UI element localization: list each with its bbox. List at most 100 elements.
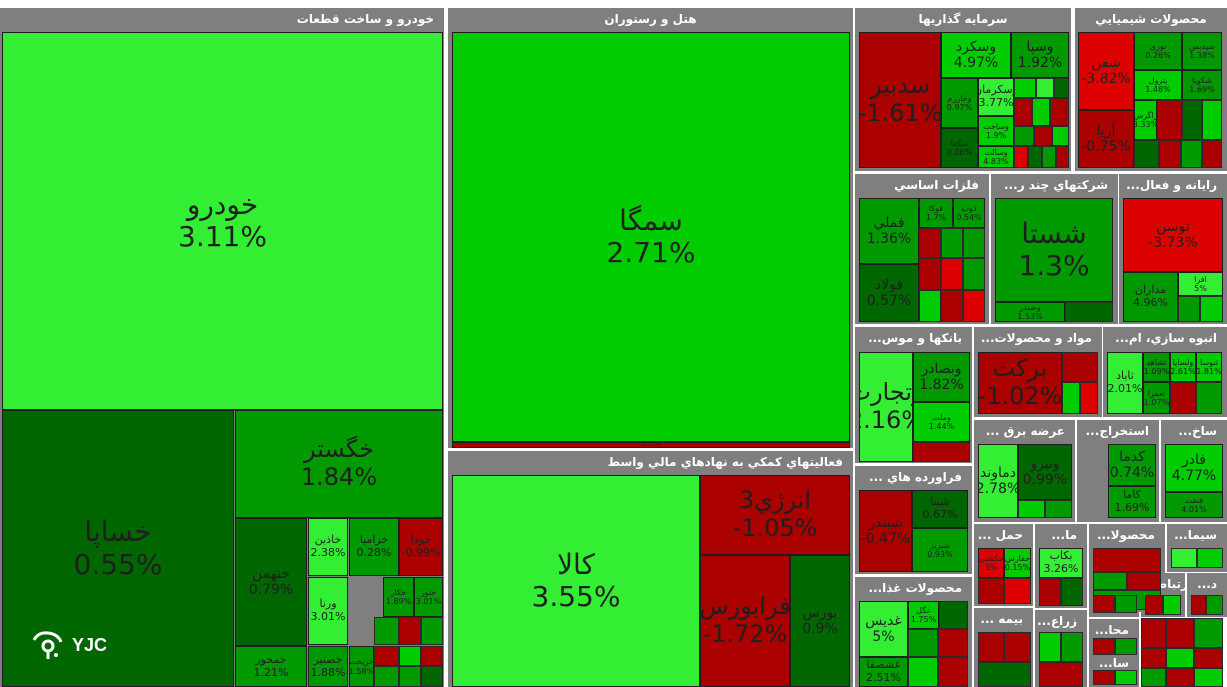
stock-tile-small[interactable]: [978, 632, 1004, 662]
stock-tile[interactable]: پترول 1.48%: [1134, 70, 1182, 100]
stock-tile-small[interactable]: [1062, 352, 1098, 382]
stock-tile[interactable]: غگل 1.75%: [908, 601, 939, 629]
stock-tile-small[interactable]: [374, 666, 399, 687]
stock-tile-small[interactable]: [919, 258, 941, 290]
stock-tile-small[interactable]: [1206, 595, 1223, 615]
stock-tile[interactable]: غديس 5%: [859, 601, 908, 657]
stock-tile-small[interactable]: [1141, 668, 1166, 687]
stock-tile[interactable]: شبريز 0.93%: [912, 528, 968, 572]
stock-tile-small[interactable]: [963, 228, 985, 258]
stock-tile[interactable]: شپنا 0.67%: [912, 490, 968, 528]
stock-tile-small[interactable]: [1054, 78, 1069, 98]
stock-tile-small[interactable]: [399, 646, 421, 666]
stock-tile-small[interactable]: [1194, 648, 1223, 668]
stock-tile-small[interactable]: [1062, 382, 1080, 414]
stock-tile[interactable]: خمحور 1.21%: [235, 646, 307, 687]
stock-tile-small[interactable]: [1171, 548, 1197, 568]
stock-tile-small[interactable]: [1034, 126, 1052, 146]
stock-tile-small[interactable]: [1004, 632, 1031, 662]
stock-tile[interactable]: وسکرمان3.77%: [978, 78, 1014, 116]
stock-tile[interactable]: ثنوسا 1.81%: [1196, 352, 1222, 382]
stock-tile-small[interactable]: [978, 662, 1031, 687]
stock-tile-small[interactable]: [913, 442, 970, 462]
stock-tile[interactable]: زاگرس 3.33%: [1134, 100, 1157, 140]
stock-tile[interactable]: آريا -0.75%: [1078, 110, 1134, 168]
stock-tile[interactable]: افرا 5%: [1178, 272, 1223, 296]
stock-tile-small[interactable]: [1181, 140, 1202, 168]
stock-tile-small[interactable]: [941, 228, 963, 258]
stock-tile-small[interactable]: [1045, 500, 1072, 518]
stock-tile[interactable]: دماوند2.78%: [978, 444, 1018, 518]
stock-tile-small[interactable]: [1014, 78, 1036, 98]
stock-tile-small[interactable]: [1014, 146, 1028, 168]
stock-tile[interactable]: مداران 4.96%: [1123, 272, 1178, 322]
stock-tile-small[interactable]: [1004, 578, 1031, 604]
stock-tile-small[interactable]: [399, 666, 421, 687]
stock-tile-small[interactable]: [1159, 140, 1181, 168]
stock-tile-small[interactable]: [941, 258, 963, 290]
stock-tile[interactable]: خگستر 1.84%: [235, 410, 443, 518]
stock-tile[interactable]: حفارس 0.15%: [1004, 548, 1031, 578]
stock-tile-small[interactable]: [1191, 595, 1206, 615]
stock-tile-small[interactable]: [938, 657, 968, 687]
stock-tile-small[interactable]: [1166, 668, 1194, 687]
stock-tile-small[interactable]: [421, 646, 443, 666]
stock-tile[interactable]: سدبير -1.61%: [859, 32, 941, 168]
stock-tile[interactable]: توسن -3.73%: [1123, 198, 1223, 272]
stock-tile[interactable]: وساخت 1.9%: [978, 116, 1014, 146]
stock-tile-small[interactable]: [1202, 100, 1222, 140]
stock-tile-small[interactable]: [941, 290, 963, 322]
stock-tile-small[interactable]: [1028, 146, 1042, 168]
stock-tile[interactable]: وسپا 1.92%: [1011, 32, 1069, 78]
stock-tile-small[interactable]: [1018, 500, 1045, 518]
stock-tile-small[interactable]: [1093, 595, 1115, 613]
stock-tile[interactable]: ذوب 0.54%: [953, 198, 985, 228]
stock-tile-small[interactable]: [939, 601, 968, 629]
stock-tile-small[interactable]: [1115, 595, 1137, 613]
stock-tile-small[interactable]: [1050, 98, 1069, 126]
stock-tile[interactable]: انرژي3 -1.05%: [700, 475, 850, 555]
stock-tile-small[interactable]: [1194, 618, 1223, 648]
stock-tile[interactable]: شفن -3.82%: [1078, 32, 1134, 110]
stock-tile-small[interactable]: [908, 657, 938, 687]
stock-tile-small[interactable]: [1014, 126, 1034, 146]
stock-tile[interactable]: وصندر 1.53%: [995, 302, 1065, 322]
stock-tile-small[interactable]: [1115, 638, 1137, 655]
stock-tile[interactable]: وملت 1.44%: [913, 402, 970, 442]
stock-tile-small[interactable]: [1056, 146, 1069, 168]
stock-tile[interactable]: خريخت 1.58%: [349, 646, 374, 687]
stock-tile[interactable]: فوكا 1.7%: [919, 198, 953, 228]
stock-tile-small[interactable]: [908, 629, 938, 657]
stock-tile-small[interactable]: [399, 617, 421, 645]
stock-tile-small[interactable]: [1166, 648, 1194, 668]
stock-tile[interactable]: وتجارت2.16%: [859, 352, 913, 462]
stock-tile-small[interactable]: [978, 578, 1004, 604]
stock-tile-small[interactable]: [1061, 632, 1083, 662]
stock-tile[interactable]: بكاب 3.26%: [1039, 548, 1083, 578]
stock-tile-small[interactable]: [1061, 578, 1083, 606]
stock-tile-small[interactable]: [919, 290, 941, 322]
stock-tile-small[interactable]: [1163, 595, 1181, 615]
stock-tile[interactable]: ولساپا 2.61%: [1170, 352, 1196, 382]
stock-tile-small[interactable]: [374, 646, 399, 666]
stock-tile[interactable]: نوري 0.26%: [1134, 32, 1182, 70]
stock-tile[interactable]: وبصادر 1.82%: [913, 352, 970, 402]
stock-tile-small[interactable]: [1200, 296, 1223, 322]
stock-tile-small[interactable]: [1141, 648, 1166, 668]
stock-tile[interactable]: غشصفا 2.51%: [859, 657, 908, 687]
stock-tile[interactable]: خساپا 0.55%: [2, 410, 234, 687]
stock-tile[interactable]: بركت -1.02%: [978, 352, 1062, 414]
stock-tile[interactable]: شبندر -0.47%: [859, 490, 912, 572]
stock-tile[interactable]: فرابورس -1.72%: [700, 555, 790, 687]
stock-tile-small[interactable]: [1196, 382, 1222, 414]
stock-tile[interactable]: خودا -0.99%: [399, 518, 443, 576]
stock-tile[interactable]: وخارزم 0.97%: [941, 78, 978, 128]
stock-tile-small[interactable]: [1052, 126, 1069, 146]
stock-tile-small[interactable]: [1170, 382, 1196, 414]
stock-tile[interactable]: كاما 1.69%: [1108, 486, 1156, 518]
stock-tile-small[interactable]: [1032, 98, 1050, 126]
stock-tile-small[interactable]: [1093, 638, 1115, 655]
stock-tile-small[interactable]: [1194, 668, 1223, 687]
stock-tile[interactable]: گدنا-2.75%: [452, 442, 850, 448]
stock-tile[interactable]: ختور 3.01%: [414, 577, 443, 617]
